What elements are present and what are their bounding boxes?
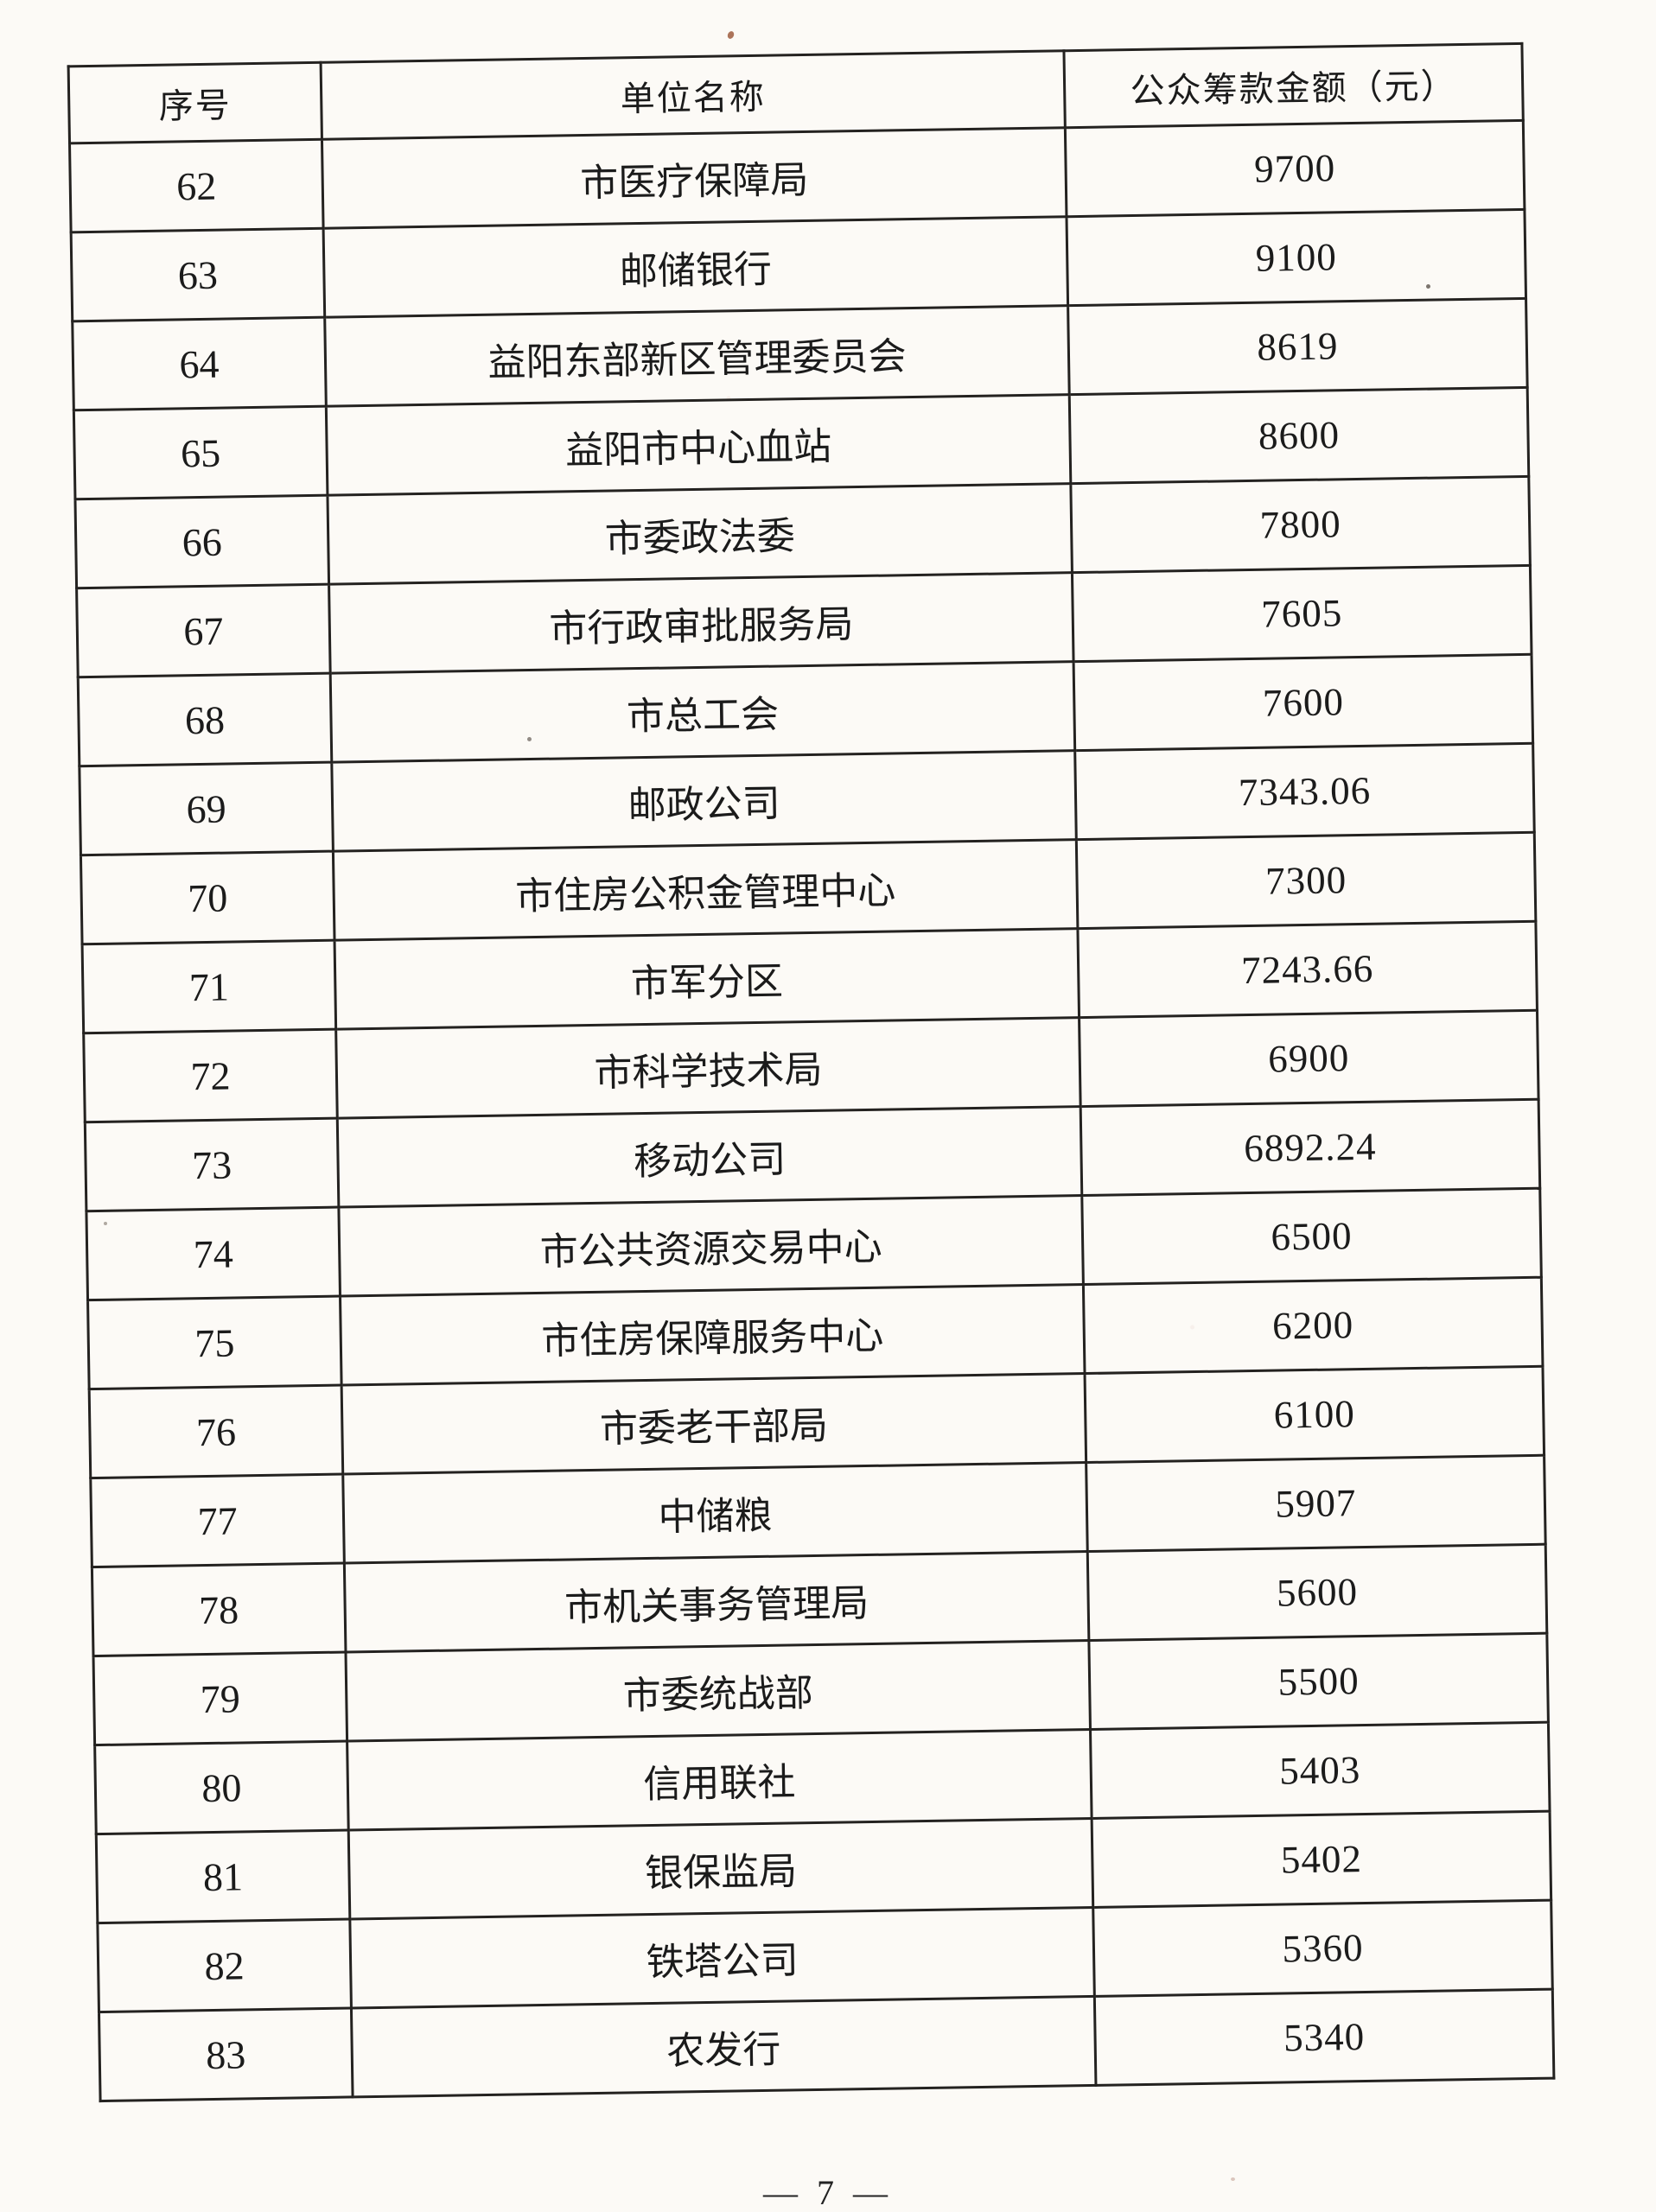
row-index-cell: 80	[94, 1741, 349, 1834]
amount-cell: 5402	[1092, 1811, 1551, 1908]
row-index-cell: 70	[80, 851, 335, 944]
row-index-cell: 81	[96, 1829, 350, 1923]
donation-table: 序号 单位名称 公众筹款金额（元） 62 市医疗保障局 9700 63 邮储银	[67, 42, 1556, 2102]
unit-name-cell: 市委统战部	[345, 1640, 1091, 1742]
amount-cell: 6100	[1085, 1366, 1545, 1463]
amount-cell: 8619	[1067, 298, 1528, 395]
unit-name-cell: 益阳市中心血站	[326, 394, 1071, 496]
unit-name-cell: 铁塔公司	[349, 1907, 1095, 2008]
amount-cell: 9100	[1066, 209, 1526, 306]
row-index-cell: 65	[73, 406, 328, 499]
row-index-cell: 64	[72, 317, 327, 410]
row-index-cell: 62	[69, 139, 324, 232]
amount-cell: 8600	[1069, 387, 1529, 484]
amount-cell: 5907	[1086, 1455, 1546, 1552]
row-index-cell: 74	[86, 1207, 341, 1300]
amount-cell: 7605	[1072, 565, 1532, 662]
amount-cell: 7243.66	[1077, 921, 1538, 1018]
row-index-cell: 66	[74, 495, 329, 588]
unit-name-cell: 信用联社	[347, 1729, 1092, 1830]
amount-cell: 5600	[1087, 1544, 1547, 1641]
unit-name-cell: 银保监局	[348, 1818, 1093, 1919]
row-index-cell: 69	[79, 762, 334, 855]
unit-name-cell: 邮政公司	[331, 750, 1077, 852]
amount-cell: 5340	[1094, 1989, 1554, 2086]
col-header-unit-name: 单位名称	[321, 50, 1066, 140]
unit-name-cell: 市委政法委	[327, 483, 1073, 585]
unit-name-cell: 市公共资源交易中心	[338, 1195, 1084, 1297]
col-header-amount: 公众筹款金额（元）	[1063, 43, 1524, 128]
unit-name-cell: 市住房公积金管理中心	[333, 839, 1078, 941]
page-number: — 7 —	[763, 2173, 893, 2212]
unit-name-cell: 市军分区	[334, 928, 1080, 1030]
unit-name-cell: 中储粮	[342, 1462, 1088, 1564]
row-index-cell: 63	[71, 228, 325, 321]
row-index-cell: 67	[76, 584, 331, 677]
row-index-cell: 77	[90, 1474, 345, 1567]
amount-cell: 7800	[1070, 476, 1531, 573]
unit-name-cell: 市行政审批服务局	[328, 572, 1074, 674]
amount-cell: 6900	[1079, 1010, 1539, 1107]
row-index-cell: 71	[82, 940, 336, 1033]
unit-name-cell: 益阳东部新区管理委员会	[324, 305, 1070, 407]
unit-name-cell: 市住房保障服务中心	[340, 1284, 1086, 1386]
amount-cell: 5360	[1092, 1900, 1553, 1997]
scan-speckle	[726, 29, 736, 41]
unit-name-cell: 市委老干部局	[341, 1373, 1086, 1475]
amount-cell: 7300	[1076, 832, 1536, 929]
row-index-cell: 78	[92, 1563, 346, 1656]
amount-cell: 5403	[1090, 1722, 1551, 1819]
unit-name-cell: 农发行	[351, 1996, 1096, 2097]
row-index-cell: 79	[93, 1652, 347, 1745]
amount-cell: 9700	[1065, 120, 1525, 217]
row-index-cell: 82	[97, 1918, 352, 2012]
row-index-cell: 72	[83, 1029, 338, 1122]
col-header-index: 序号	[68, 62, 322, 143]
row-index-cell: 68	[78, 673, 332, 766]
amount-cell: 7343.06	[1074, 743, 1535, 840]
amount-cell: 6892.24	[1080, 1099, 1540, 1196]
amount-cell: 7600	[1073, 654, 1533, 751]
unit-name-cell: 邮储银行	[323, 216, 1068, 318]
amount-cell: 5500	[1088, 1633, 1549, 1730]
unit-name-cell: 市总工会	[330, 661, 1075, 763]
unit-name-cell: 市科学技术局	[335, 1017, 1081, 1119]
fundraising-table: 序号 单位名称 公众筹款金额（元） 62 市医疗保障局 9700 63 邮储银	[67, 42, 1556, 2102]
row-index-cell: 76	[89, 1385, 343, 1478]
unit-name-cell: 移动公司	[337, 1106, 1082, 1208]
unit-name-cell: 市机关事务管理局	[344, 1551, 1089, 1653]
amount-cell: 6500	[1081, 1188, 1542, 1285]
row-index-cell: 73	[85, 1118, 339, 1211]
amount-cell: 6200	[1083, 1277, 1543, 1374]
unit-name-cell: 市医疗保障局	[322, 127, 1067, 229]
row-index-cell: 75	[87, 1296, 342, 1389]
row-index-cell: 83	[99, 2007, 353, 2101]
